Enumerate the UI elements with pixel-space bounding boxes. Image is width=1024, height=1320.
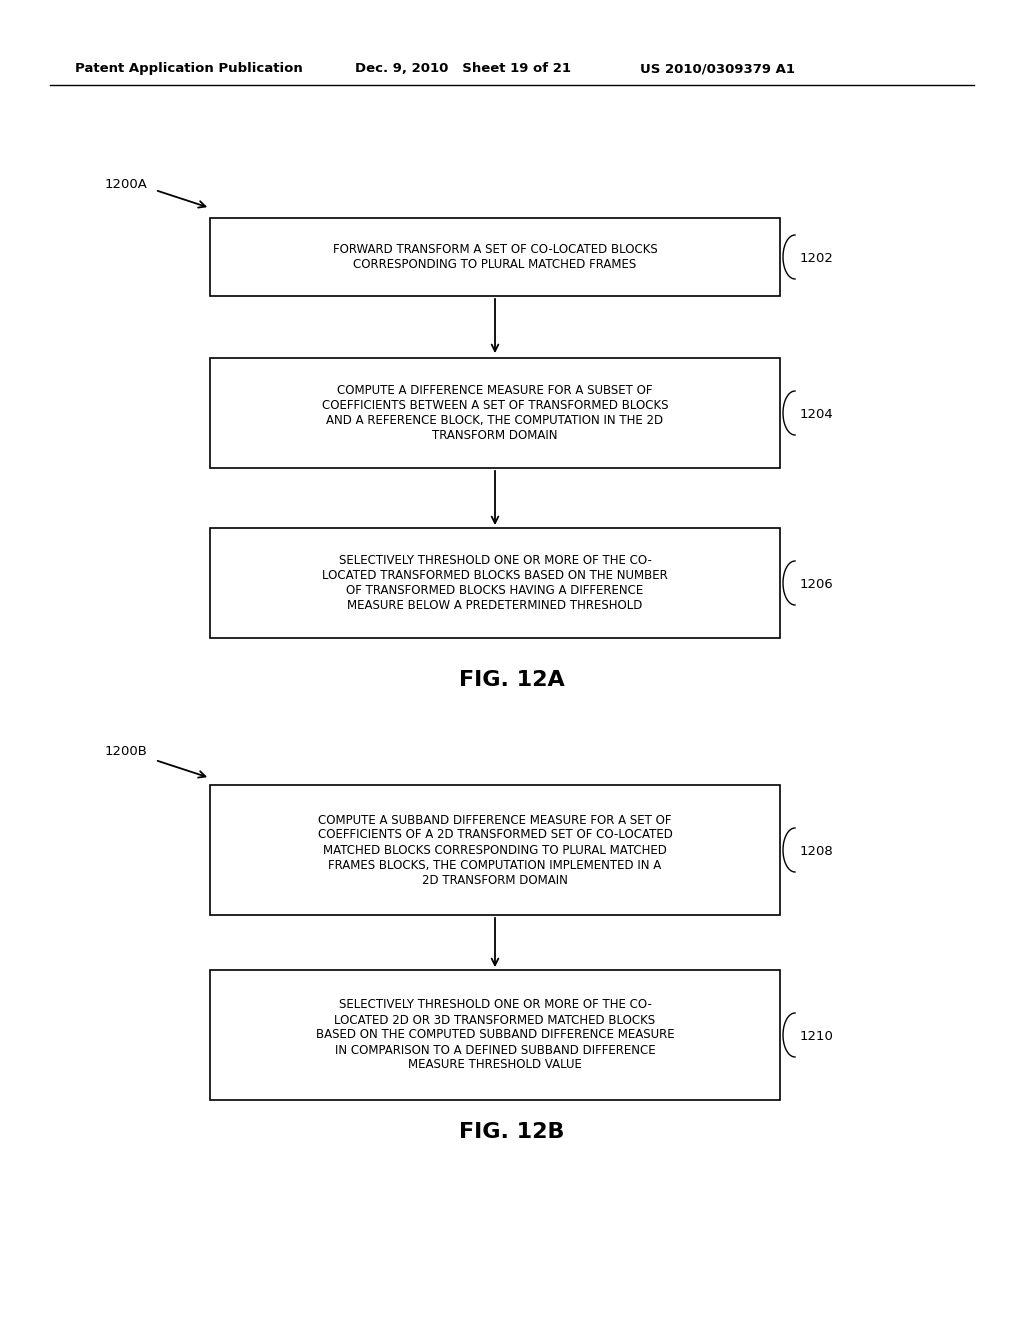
Text: SELECTIVELY THRESHOLD ONE OR MORE OF THE CO-
LOCATED 2D OR 3D TRANSFORMED MATCHE: SELECTIVELY THRESHOLD ONE OR MORE OF THE… xyxy=(315,998,675,1072)
Text: US 2010/0309379 A1: US 2010/0309379 A1 xyxy=(640,62,795,75)
Text: COMPUTE A DIFFERENCE MEASURE FOR A SUBSET OF
COEFFICIENTS BETWEEN A SET OF TRANS: COMPUTE A DIFFERENCE MEASURE FOR A SUBSE… xyxy=(322,384,669,442)
Text: FORWARD TRANSFORM A SET OF CO-LOCATED BLOCKS
CORRESPONDING TO PLURAL MATCHED FRA: FORWARD TRANSFORM A SET OF CO-LOCATED BL… xyxy=(333,243,657,271)
Bar xyxy=(210,358,780,469)
Bar xyxy=(210,785,780,915)
Bar xyxy=(210,528,780,638)
Text: 1200B: 1200B xyxy=(105,744,147,758)
Text: FIG. 12A: FIG. 12A xyxy=(459,671,565,690)
Bar xyxy=(210,970,780,1100)
Text: 1208: 1208 xyxy=(800,845,834,858)
Text: FIG. 12B: FIG. 12B xyxy=(459,1122,565,1142)
Text: 1206: 1206 xyxy=(800,578,834,591)
Text: Patent Application Publication: Patent Application Publication xyxy=(75,62,303,75)
Text: 1204: 1204 xyxy=(800,408,834,421)
Text: Dec. 9, 2010   Sheet 19 of 21: Dec. 9, 2010 Sheet 19 of 21 xyxy=(355,62,571,75)
Text: SELECTIVELY THRESHOLD ONE OR MORE OF THE CO-
LOCATED TRANSFORMED BLOCKS BASED ON: SELECTIVELY THRESHOLD ONE OR MORE OF THE… xyxy=(323,554,668,612)
Text: 1202: 1202 xyxy=(800,252,834,265)
Text: 1210: 1210 xyxy=(800,1030,834,1043)
Text: 1200A: 1200A xyxy=(105,178,147,191)
Bar xyxy=(210,218,780,296)
Text: COMPUTE A SUBBAND DIFFERENCE MEASURE FOR A SET OF
COEFFICIENTS OF A 2D TRANSFORM: COMPUTE A SUBBAND DIFFERENCE MEASURE FOR… xyxy=(317,813,673,887)
